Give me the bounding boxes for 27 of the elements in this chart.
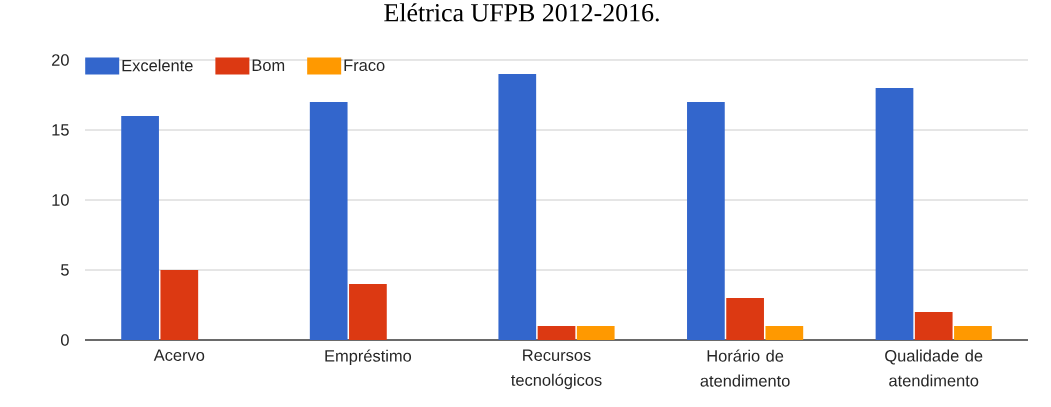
bar: [309, 102, 348, 340]
bar: [954, 326, 992, 340]
bar: [914, 312, 953, 340]
bar: [576, 326, 615, 340]
legend-label: Fraco: [344, 59, 385, 72]
x-tick-label: Qualidade de atendimento: [885, 349, 983, 387]
y-tick-label: 5: [61, 264, 69, 276]
chart-title: Elétrica UFPB 2012-2016.: [384, 3, 659, 22]
bar: [537, 326, 576, 340]
y-tick-label: 0: [60, 334, 69, 346]
bar: [765, 326, 804, 340]
y-tick-label: 15: [52, 124, 69, 136]
x-tick-label: Recursos tecnológicos: [511, 349, 602, 390]
y-tick-label: 10: [52, 194, 69, 206]
bar: [498, 74, 537, 340]
y-tick-label: 20: [52, 54, 69, 66]
x-tick-label: Empréstimo: [325, 349, 412, 366]
legend-label: Bom: [252, 59, 285, 72]
legend-label: Excelente: [122, 59, 193, 72]
bar: [687, 102, 725, 340]
bar: [726, 298, 764, 340]
bar: [875, 88, 914, 340]
x-tick-label: Horário de atendimento: [700, 349, 790, 387]
bar: [121, 116, 159, 340]
bar: [349, 284, 387, 340]
x-tick-label: Acervo: [153, 349, 205, 361]
bar: [160, 270, 199, 340]
